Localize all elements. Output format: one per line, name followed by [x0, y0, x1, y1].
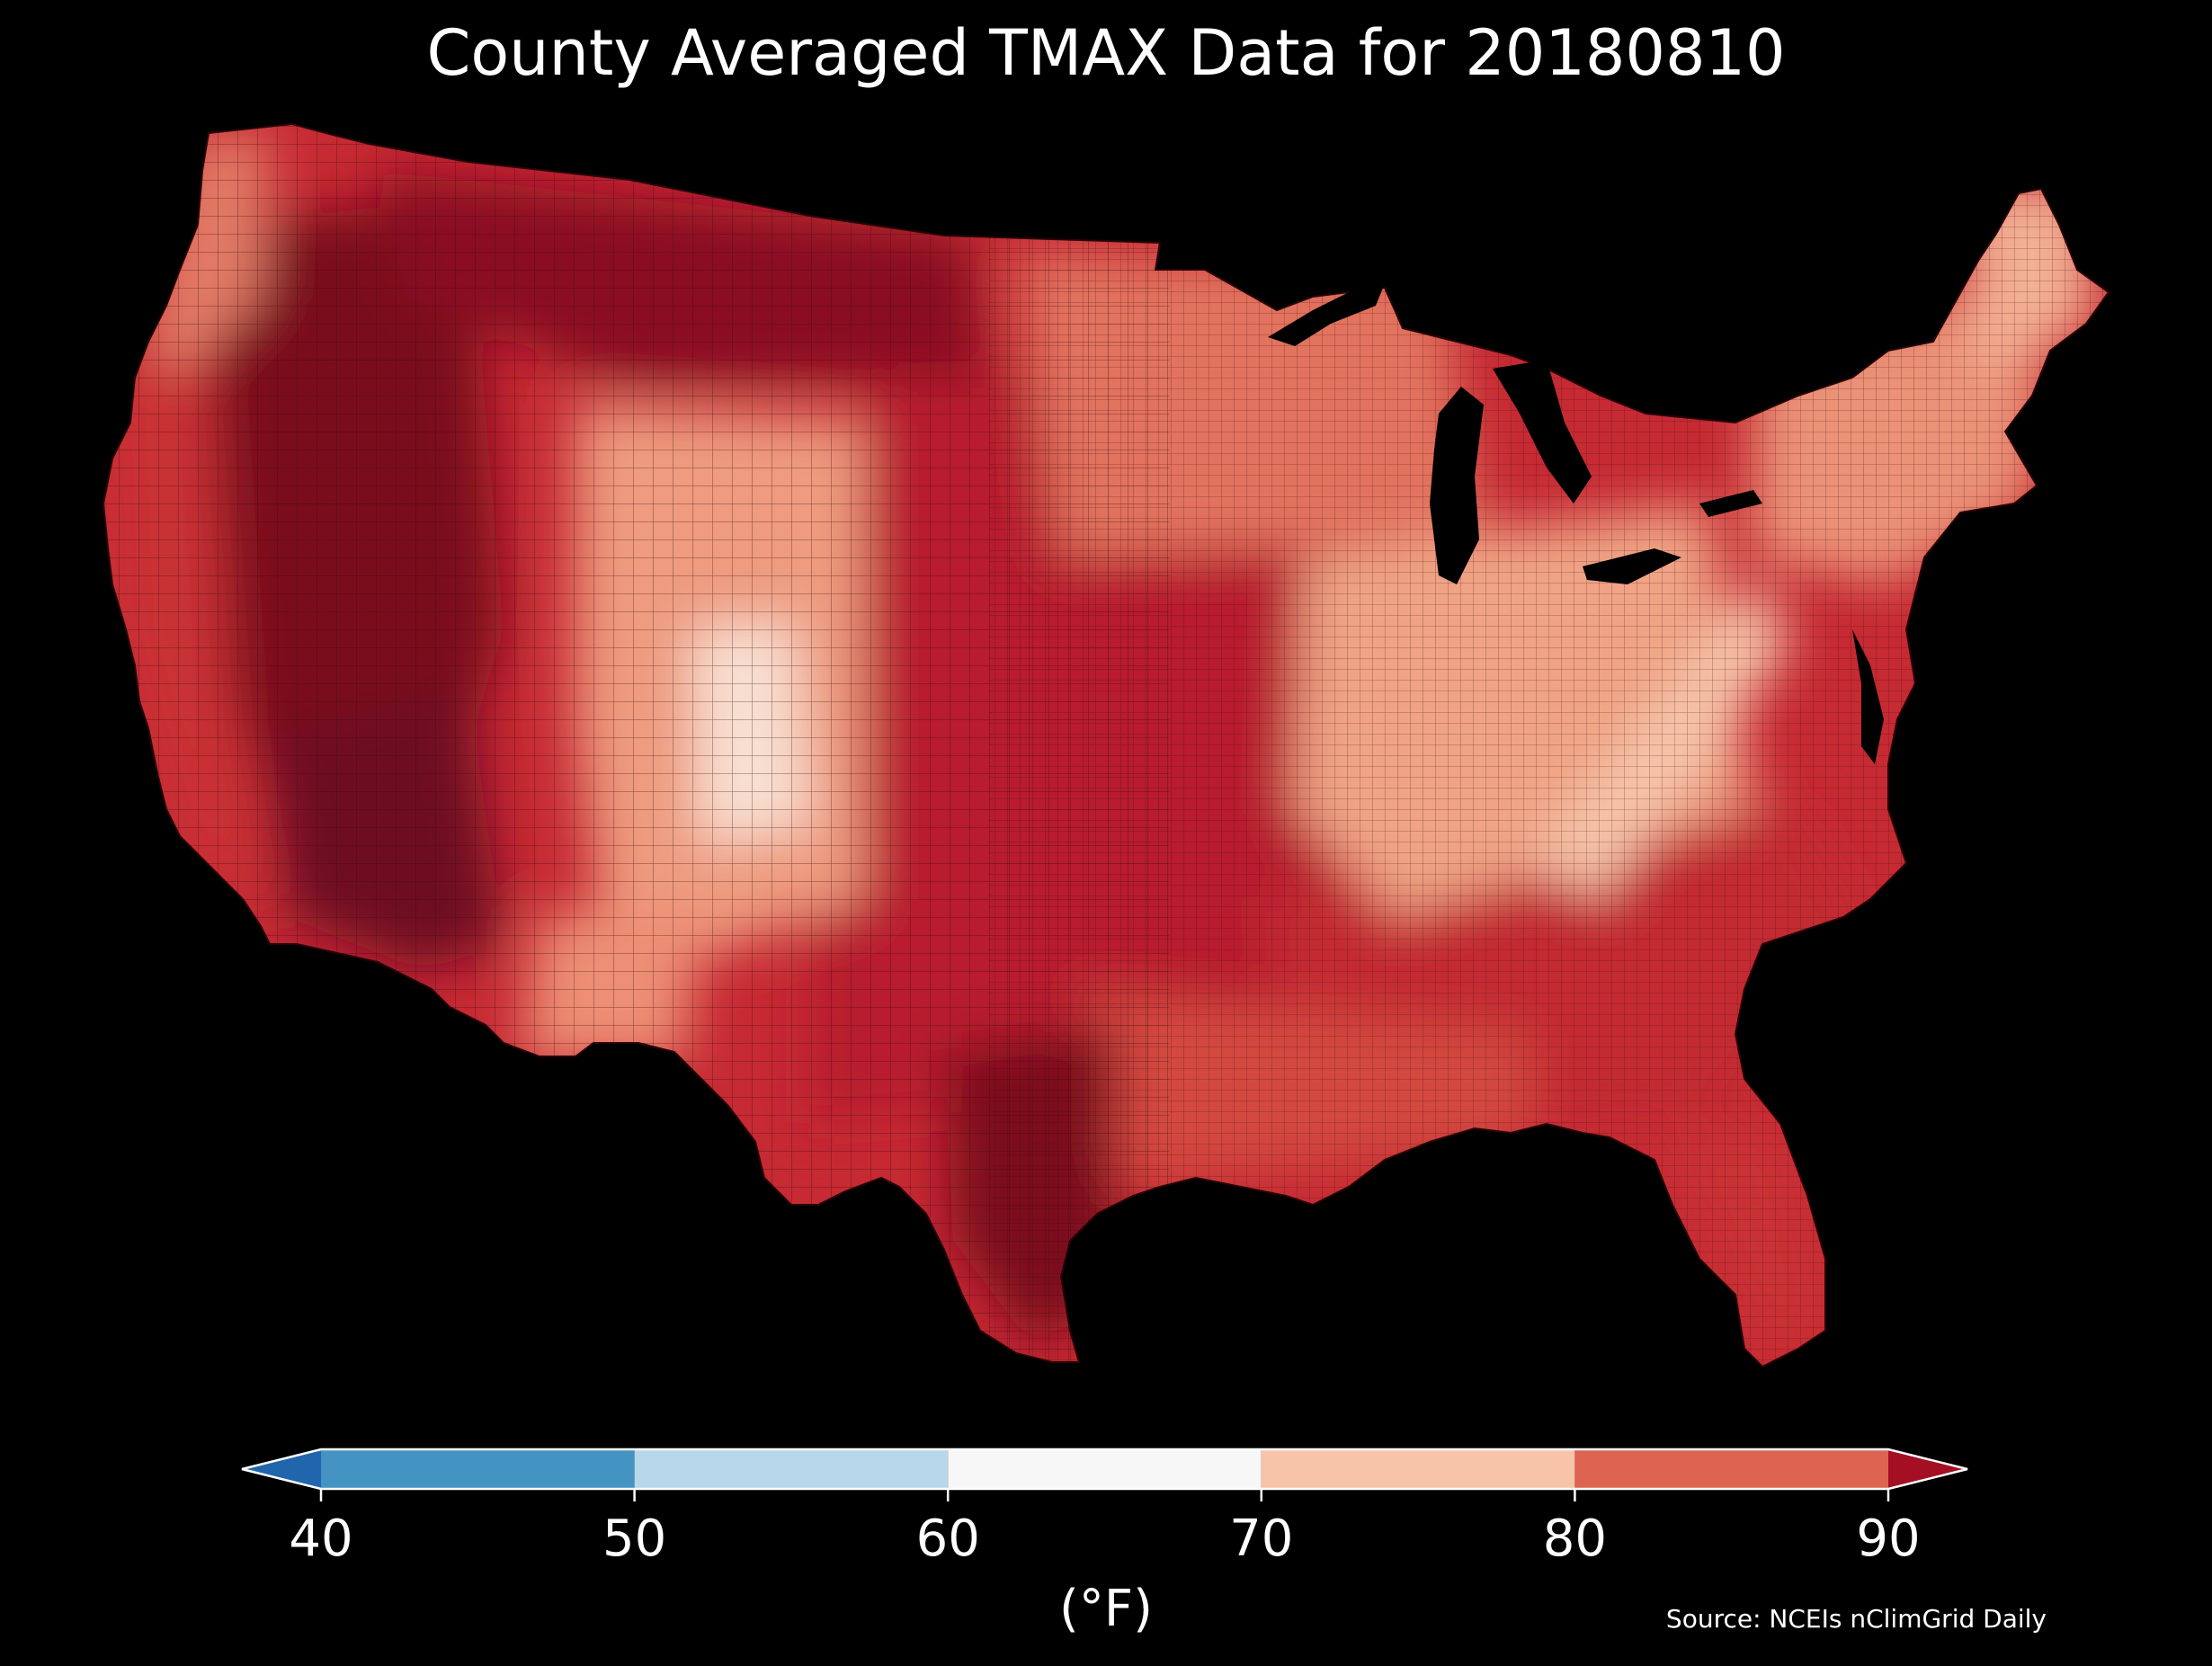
colorbar-tick-label: 70: [1229, 1510, 1293, 1568]
lake-huron: [1493, 360, 1592, 503]
colorbar-bin-5: [1574, 1449, 1888, 1489]
chesapeake-bay: [1852, 629, 1884, 764]
source-credit: Source: NCEIs nClimGrid Daily: [1665, 1604, 2047, 1634]
lake-erie: [1583, 548, 1681, 584]
lake-michigan: [1430, 387, 1484, 584]
colorbar-unit-label: (°F): [1059, 1580, 1153, 1638]
colorbar-bin-2: [634, 1449, 949, 1489]
colorbar-tick-label: 40: [289, 1510, 352, 1568]
map-title: County Averaged TMAX Data for 20180810: [426, 16, 1786, 90]
colorbar-bin-0: [242, 1449, 321, 1489]
colorbar-tick-label: 50: [602, 1510, 666, 1568]
choropleth-map: [103, 123, 2109, 1368]
colorbar-bin-6: [1888, 1449, 1967, 1489]
lake-ontario: [1699, 490, 1762, 517]
colorbar-tick-label: 80: [1543, 1510, 1607, 1568]
colorbar-bin-3: [948, 1449, 1262, 1489]
great-lakes: [1268, 283, 1884, 764]
colorbar-bin-4: [1261, 1449, 1575, 1489]
colorbar-tick-label: 60: [916, 1510, 980, 1568]
colorbar-bin-1: [321, 1449, 635, 1489]
lake-superior: [1268, 283, 1385, 346]
colorbar-tick-label: 90: [1856, 1510, 1920, 1568]
